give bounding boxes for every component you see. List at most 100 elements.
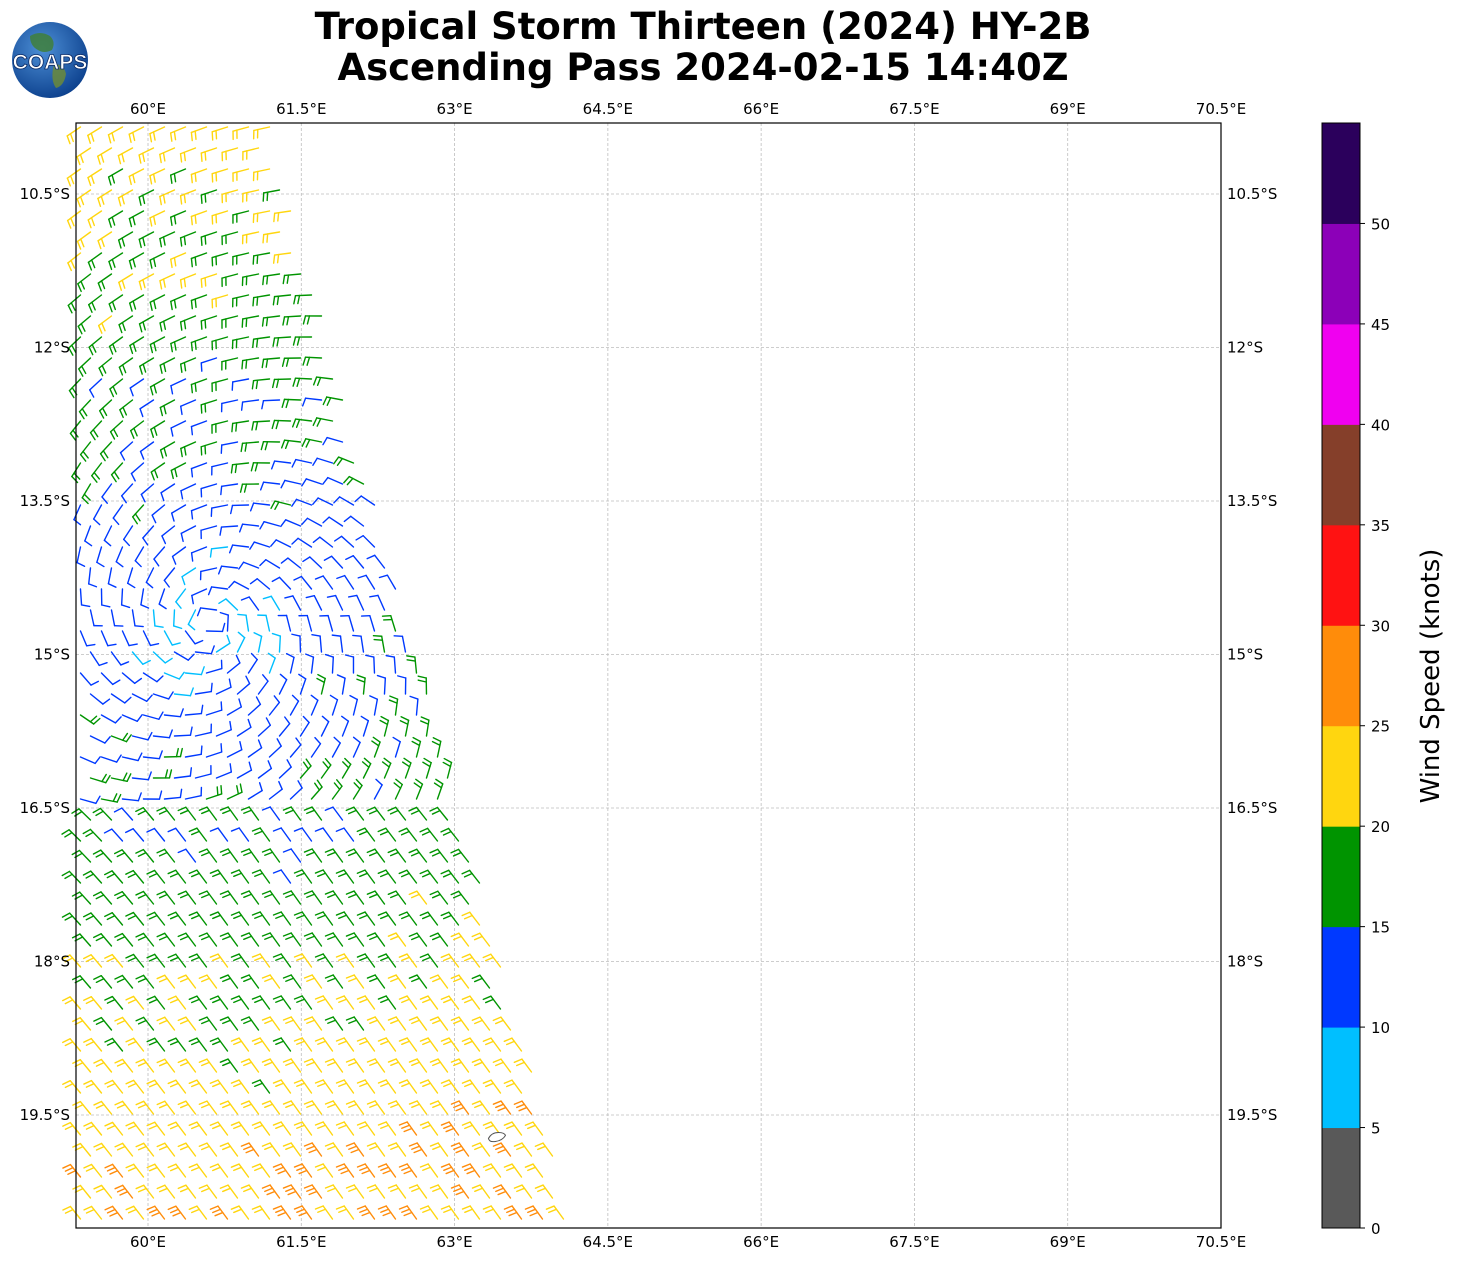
- wind-barb-flag: [106, 1082, 116, 1088]
- wind-barb-flag: [106, 1208, 116, 1214]
- wind-barb: [383, 719, 390, 737]
- wind-barb: [457, 848, 470, 863]
- wind-barb: [469, 1037, 481, 1052]
- wind-barb: [322, 575, 334, 590]
- wind-barb-flag: [137, 935, 147, 941]
- wind-barb: [227, 806, 239, 821]
- wind-barb-flag: [390, 1145, 400, 1150]
- wind-barb-flag: [196, 607, 202, 617]
- lat-tick-label-left: 16.5°S: [20, 799, 70, 817]
- wind-barb-flag: [243, 1019, 253, 1025]
- wind-barb-flag: [183, 319, 187, 330]
- wind-barb-flag: [121, 195, 125, 205]
- wind-barb-flag: [322, 516, 330, 524]
- wind-barb-flag: [516, 1061, 526, 1067]
- wind-barb: [273, 460, 292, 464]
- wind-barb-flag: [348, 1103, 358, 1108]
- wind-barb-flag: [272, 1037, 282, 1042]
- wind-barb-flag: [201, 851, 211, 857]
- wind-barb-flag: [194, 172, 197, 182]
- wind-barb: [112, 504, 124, 519]
- wind-barb-flag: [118, 366, 124, 376]
- wind-barb: [322, 869, 334, 884]
- wind-barb-flag: [200, 666, 205, 676]
- wind-barb-flag: [112, 428, 119, 438]
- wind-barb-flag: [463, 872, 473, 878]
- wind-barb: [469, 1205, 481, 1220]
- wind-barb: [100, 630, 109, 647]
- wind-barb-flag: [180, 447, 183, 458]
- wind-barb-flag: [471, 1016, 481, 1021]
- wind-barb-flag: [169, 1208, 179, 1214]
- wind-barb: [437, 890, 449, 905]
- wind-barb: [77, 273, 92, 285]
- colorbar-tick-label: 30: [1371, 617, 1390, 635]
- wind-barb: [79, 798, 97, 805]
- wind-barb: [69, 954, 82, 968]
- island-shape: [487, 1131, 506, 1143]
- wind-barb-flag: [286, 759, 292, 768]
- wind-barb-flag: [356, 1079, 366, 1084]
- wind-barb-flag: [135, 974, 145, 980]
- wind-barb-flag: [464, 998, 474, 1004]
- wind-barb-flag: [92, 807, 102, 814]
- wind-barb: [232, 252, 250, 258]
- wind-barb-flag: [107, 583, 117, 588]
- wind-barb: [311, 974, 323, 989]
- wind-barb: [448, 911, 460, 926]
- wind-barb: [469, 953, 481, 968]
- wind-barb-flag: [450, 1016, 460, 1021]
- wind-barb-flag: [245, 1148, 255, 1154]
- wind-barb: [248, 1184, 260, 1199]
- wind-barb-flag: [116, 977, 126, 983]
- wind-barb-flag: [485, 1040, 495, 1046]
- wind-barb: [138, 315, 155, 325]
- wind-barb: [142, 932, 155, 947]
- wind-barb-flag: [149, 217, 153, 227]
- lon-tick-label-bottom: 63°E: [437, 1233, 473, 1251]
- wind-barb-flag: [190, 830, 201, 836]
- wind-barb-flag: [132, 216, 136, 226]
- wind-barb: [78, 399, 92, 413]
- wind-barb-flag: [382, 1169, 392, 1175]
- wind-barb-flag: [64, 957, 74, 963]
- wind-barb-flag: [183, 446, 187, 456]
- wind-barb: [170, 252, 187, 260]
- wind-barb: [111, 953, 124, 968]
- wind-barb: [287, 557, 302, 569]
- wind-barb: [206, 932, 218, 947]
- wind-barb-flag: [282, 974, 292, 979]
- wind-barb: [134, 546, 145, 562]
- wind-barb-flag: [172, 625, 183, 630]
- wind-barb-flag: [275, 1040, 285, 1045]
- wind-barb-flag: [64, 873, 73, 880]
- wind-barb: [199, 607, 218, 611]
- wind-barb-flag: [360, 715, 370, 722]
- wind-barb: [377, 594, 386, 611]
- logo-text: COAPS: [13, 51, 88, 74]
- wind-barb: [142, 1016, 155, 1031]
- wind-barb-flag: [317, 1040, 327, 1045]
- wind-barb: [273, 252, 292, 256]
- wind-barb-flag: [545, 1205, 555, 1210]
- wind-barb: [68, 378, 82, 392]
- wind-barb-flag: [137, 792, 142, 802]
- wind-barb-flag: [317, 956, 327, 961]
- wind-barb-flag: [314, 911, 324, 916]
- wind-barb: [170, 378, 187, 387]
- wind-barb-flag: [277, 1211, 287, 1217]
- wind-barb: [152, 693, 170, 700]
- wind-barb: [252, 420, 271, 423]
- wind-barb-flag: [314, 1205, 324, 1210]
- wind-barb-flag: [461, 1121, 471, 1126]
- wind-barb: [164, 1016, 176, 1031]
- wind-barb-flag: [345, 806, 355, 812]
- wind-barb-flag: [104, 736, 111, 744]
- wind-barb-flag: [85, 957, 95, 963]
- wind-barb: [458, 1016, 470, 1031]
- wind-barb: [393, 656, 397, 674]
- wind-barb-flag: [266, 191, 269, 202]
- lat-tick-label-left: 15°S: [34, 646, 70, 664]
- lon-tick-label-top: 70.5°E: [1196, 100, 1246, 118]
- wind-barb-flag: [316, 417, 322, 427]
